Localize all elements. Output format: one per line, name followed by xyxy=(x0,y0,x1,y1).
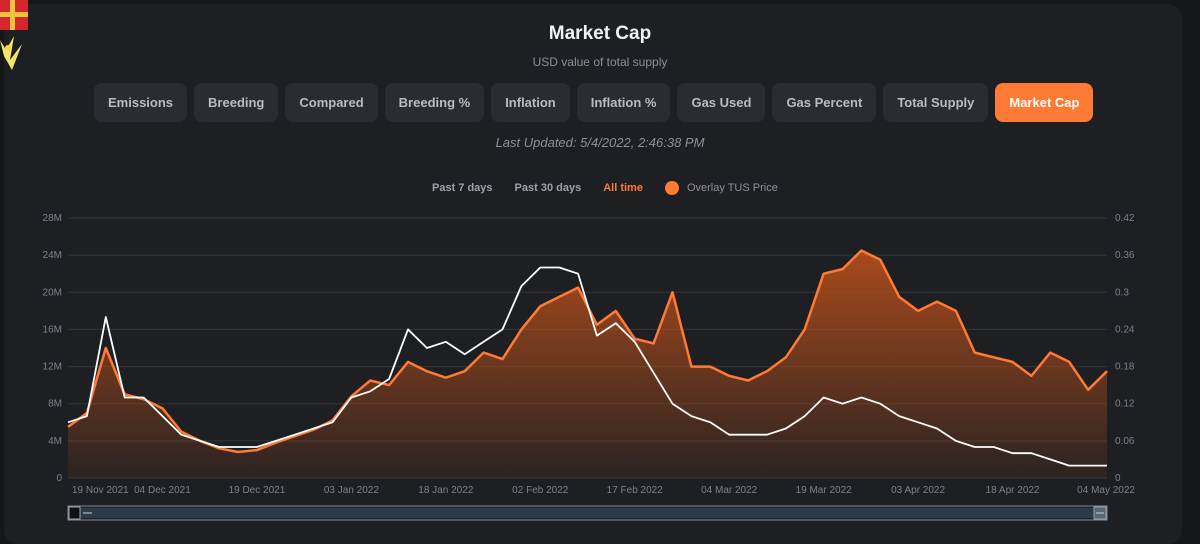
x-tick-label: 18 Apr 2022 xyxy=(986,485,1040,496)
x-tick-label: 04 May 2022 xyxy=(1077,485,1135,496)
market-cap-area xyxy=(68,250,1107,478)
y-right-tick-label: 0.24 xyxy=(1115,324,1135,335)
tab-market-cap[interactable]: Market Cap xyxy=(995,83,1094,122)
tab-total-supply[interactable]: Total Supply xyxy=(883,83,989,122)
metric-tabs: Emissions Breeding Compared Breeding % I… xyxy=(94,83,1094,122)
x-tick-label: 04 Dec 2021 xyxy=(134,485,191,496)
tab-inflation[interactable]: Inflation xyxy=(491,83,570,122)
range-past-30-days[interactable]: Past 30 days xyxy=(514,182,582,194)
navigator-selection[interactable] xyxy=(80,508,1095,518)
y-axis-left: 0 4M 8M 12M 16M 20M 24M 28M xyxy=(43,213,63,484)
range-navigator[interactable] xyxy=(67,505,1108,521)
y-left-tick-label: 28M xyxy=(43,213,62,224)
x-tick-label: 18 Jan 2022 xyxy=(418,485,473,496)
gift-decoration-icon xyxy=(0,0,28,70)
tus-price-line xyxy=(67,266,1107,467)
x-axis: 19 Nov 2021 04 Dec 2021 19 Dec 2021 03 Jan … xyxy=(72,485,1135,496)
range-past-7-days[interactable]: Past 7 days xyxy=(432,182,493,194)
tab-compared[interactable]: Compared xyxy=(285,83,378,122)
tab-gas-used[interactable]: Gas Used xyxy=(677,83,766,122)
y-right-tick-label: 0.18 xyxy=(1115,362,1135,373)
page-subtitle: USD value of total supply xyxy=(532,55,668,69)
x-tick-label: 04 Mar 2022 xyxy=(701,485,758,496)
x-tick-label: 02 Feb 2022 xyxy=(512,485,569,496)
page-title: Market Cap xyxy=(548,23,652,44)
tab-inflation-percent[interactable]: Inflation % xyxy=(576,83,671,122)
y-right-tick-label: 0 xyxy=(1115,473,1121,484)
y-left-tick-label: 20M xyxy=(43,287,62,298)
tab-breeding[interactable]: Breeding xyxy=(194,83,279,122)
y-right-tick-label: 0.12 xyxy=(1115,399,1135,410)
y-right-tick-label: 0.3 xyxy=(1115,287,1129,298)
y-left-tick-label: 16M xyxy=(43,324,62,335)
tab-breeding-percent[interactable]: Breeding % xyxy=(384,83,485,122)
y-left-tick-label: 8M xyxy=(48,399,62,410)
y-left-tick-label: 24M xyxy=(43,250,62,261)
y-right-tick-label: 0.06 xyxy=(1115,436,1135,447)
overlay-tus-price-toggle[interactable]: Overlay TUS Price xyxy=(664,181,778,195)
y-left-tick-label: 0 xyxy=(56,473,62,484)
tab-emissions[interactable]: Emissions xyxy=(94,83,188,122)
y-right-tick-label: 0.36 xyxy=(1115,250,1135,261)
x-tick-label: 17 Feb 2022 xyxy=(607,485,664,496)
y-axis-right: 0 0.06 0.12 0.18 0.24 0.3 0.36 0.42 xyxy=(1115,213,1135,484)
x-tick-label: 19 Dec 2021 xyxy=(229,485,286,496)
range-selector: Past 7 days Past 30 days All time Overla… xyxy=(432,181,778,195)
x-tick-label: 19 Mar 2022 xyxy=(796,485,853,496)
y-right-tick-label: 0.42 xyxy=(1115,213,1135,224)
overlay-label: Overlay TUS Price xyxy=(686,182,778,194)
range-all-time[interactable]: All time xyxy=(603,182,643,194)
y-left-tick-label: 4M xyxy=(48,436,62,447)
x-tick-label: 19 Nov 2021 xyxy=(72,485,129,496)
y-left-tick-label: 12M xyxy=(43,362,62,373)
navigator-left-handle[interactable] xyxy=(68,506,81,520)
last-updated: Last Updated: 5/4/2022, 2:46:38 PM xyxy=(495,135,705,150)
x-tick-label: 03 Jan 2022 xyxy=(324,485,379,496)
x-tick-label: 03 Apr 2022 xyxy=(891,485,945,496)
overlay-toggle-dot-icon xyxy=(664,181,679,195)
tab-gas-percent[interactable]: Gas Percent xyxy=(772,83,877,122)
